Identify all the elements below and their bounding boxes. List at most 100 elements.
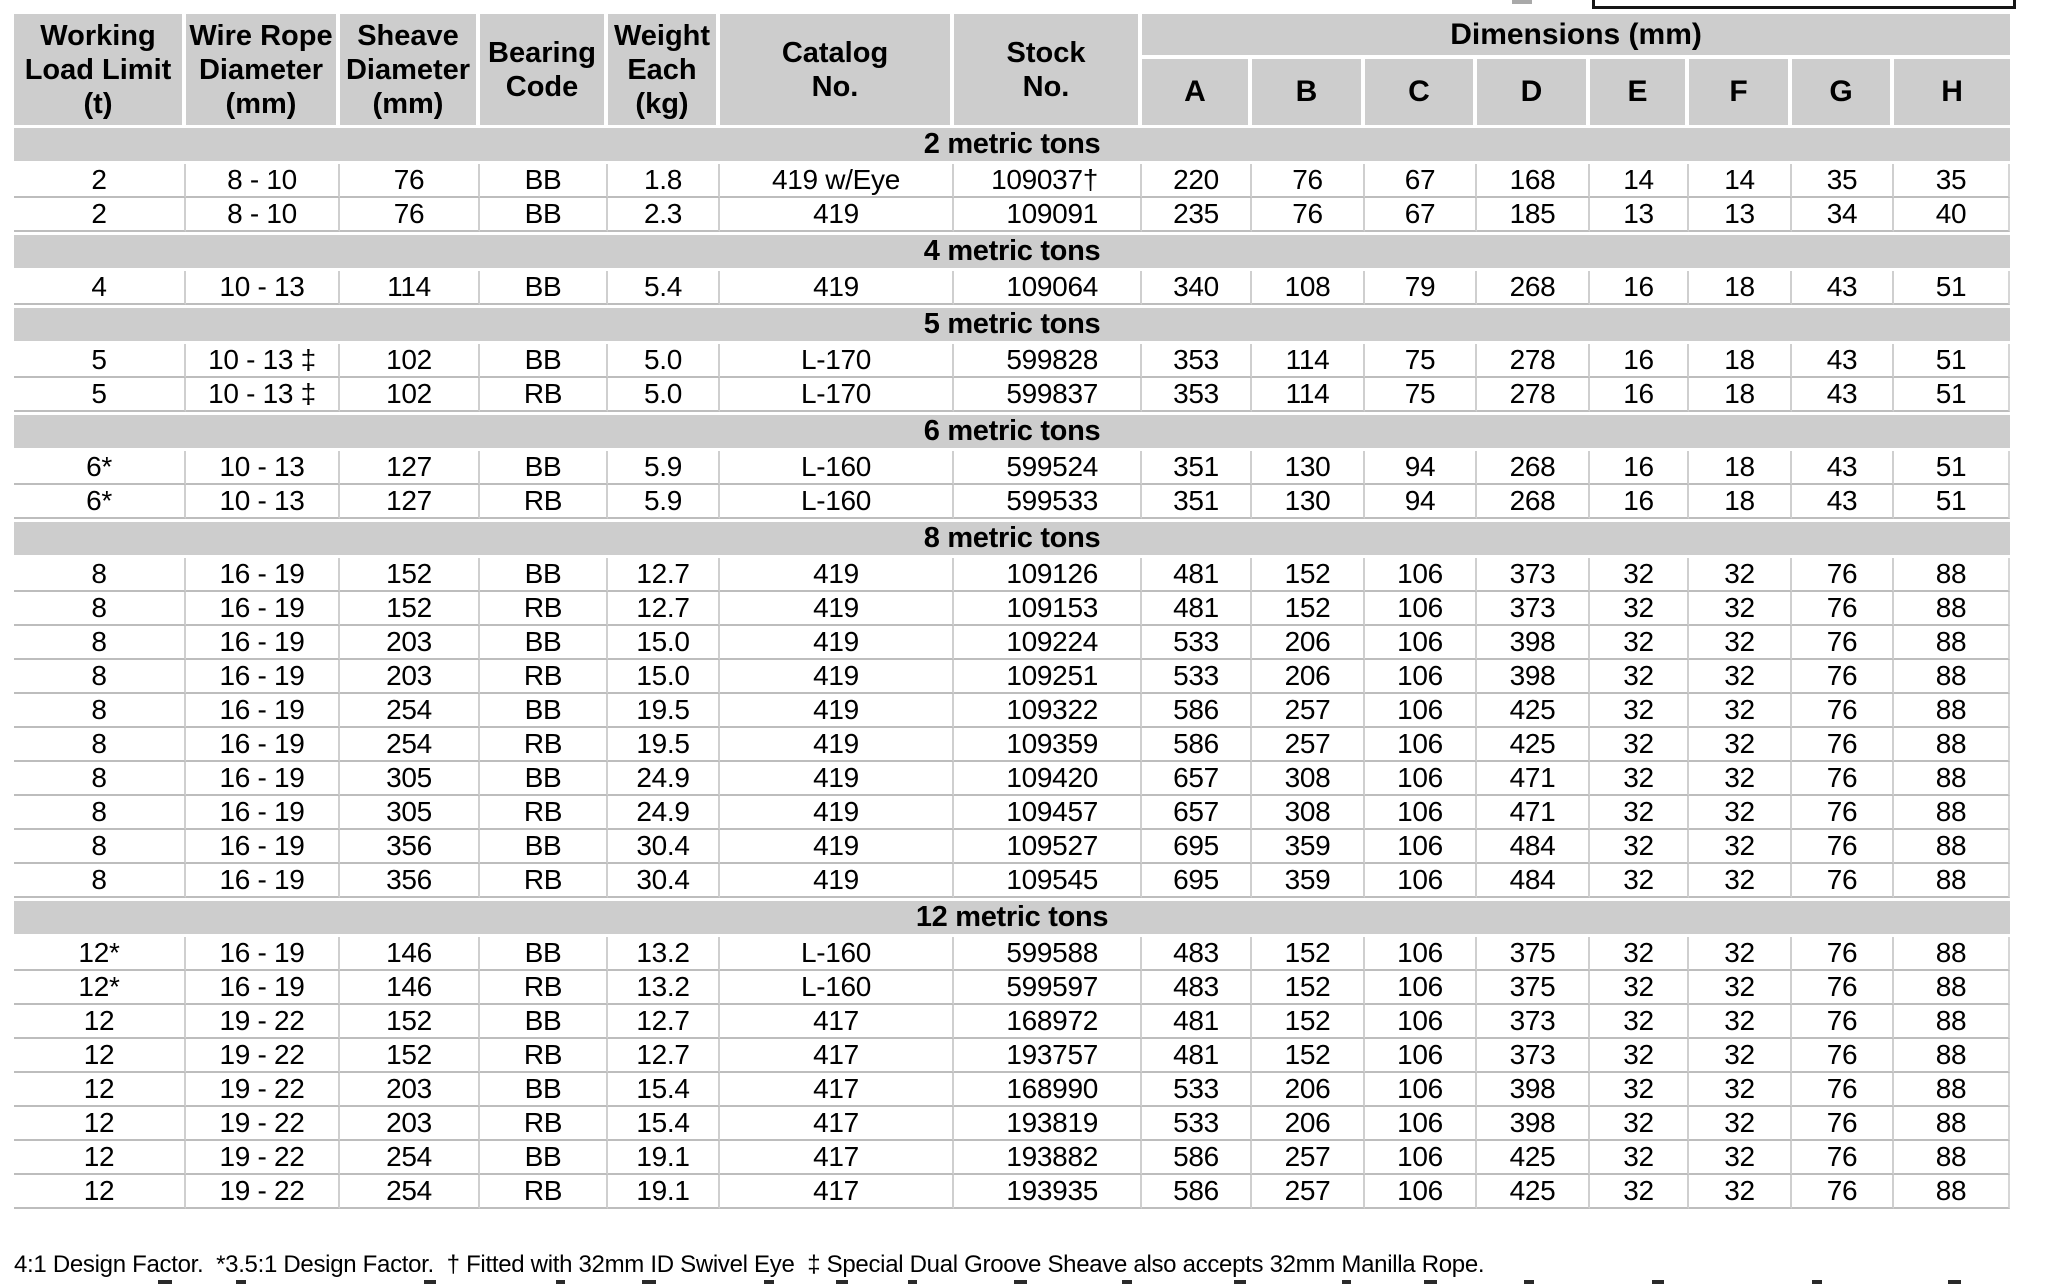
cell-sheave-diameter: 203: [340, 626, 480, 660]
cell-dim-a: 586: [1142, 1175, 1252, 1209]
cell-dim-a: 586: [1142, 728, 1252, 762]
cell-bearing-code: RB: [480, 1039, 608, 1073]
table-row: 12 19 - 22 254 BB 19.1 417 193882 586 257 106 425 3…: [14, 1141, 2011, 1175]
table-row: 8 16 - 19 356 BB 30.4 419 109527 695 359 106 484 32…: [14, 830, 2011, 864]
cell-dim-a: 353: [1142, 344, 1252, 378]
cell-dim-h: 40: [1894, 198, 2011, 232]
table-row: 6* 10 - 13 127 RB 5.9 L-160 599533 351 130 94 268 1…: [14, 485, 2011, 519]
cell-sheave-diameter: 146: [340, 937, 480, 971]
table-row: 8 16 - 19 152 BB 12.7 419 109126 481 152 106 373 32…: [14, 558, 2011, 592]
cell-dim-c: 79: [1365, 271, 1477, 305]
cell-catalog-no: 419: [720, 864, 954, 898]
cell-dim-h: 88: [1894, 592, 2011, 626]
cell-dim-f: 32: [1689, 796, 1792, 830]
cell-dim-d: 398: [1477, 660, 1590, 694]
cell-bearing-code: RB: [480, 485, 608, 519]
cell-dim-g: 76: [1792, 830, 1894, 864]
cell-dim-c: 75: [1365, 378, 1477, 412]
footnote: 4:1 Design Factor. *3.5:1 Design Factor.…: [14, 1251, 1485, 1278]
col-header-dimensions-group: Dimensions (mm): [1142, 14, 2011, 59]
cell-wire-rope-diameter: 16 - 19: [186, 937, 340, 971]
cell-dim-g: 76: [1792, 971, 1894, 1005]
cell-dim-c: 106: [1365, 830, 1477, 864]
cell-wll: 8: [14, 558, 186, 592]
cell-sheave-diameter: 102: [340, 344, 480, 378]
cell-catalog-no: L-160: [720, 485, 954, 519]
cell-dim-d: 168: [1477, 164, 1590, 198]
cell-dim-h: 88: [1894, 558, 2011, 592]
cell-dim-b: 257: [1252, 728, 1365, 762]
cell-dim-g: 76: [1792, 1073, 1894, 1107]
cell-dim-f: 18: [1689, 485, 1792, 519]
cell-wll: 8: [14, 694, 186, 728]
cell-dim-c: 106: [1365, 1141, 1477, 1175]
cell-dim-d: 425: [1477, 1141, 1590, 1175]
cell-weight-each: 15.4: [608, 1073, 720, 1107]
cell-dim-b: 257: [1252, 694, 1365, 728]
cell-sheave-diameter: 305: [340, 796, 480, 830]
table-row: 8 16 - 19 356 RB 30.4 419 109545 695 359 106 484 32…: [14, 864, 2011, 898]
cell-wll: 12: [14, 1039, 186, 1073]
cell-dim-g: 76: [1792, 728, 1894, 762]
cell-dim-g: 43: [1792, 271, 1894, 305]
cell-stock-no: 109457: [954, 796, 1142, 830]
cell-dim-d: 484: [1477, 830, 1590, 864]
section-row: 2 metric tons: [14, 125, 2011, 164]
cell-bearing-code: BB: [480, 558, 608, 592]
cell-catalog-no: 417: [720, 1005, 954, 1039]
cell-catalog-no: 417: [720, 1141, 954, 1175]
cell-bearing-code: BB: [480, 198, 608, 232]
cell-catalog-no: 417: [720, 1175, 954, 1209]
header-line: Catalog: [781, 36, 889, 69]
cell-bearing-code: BB: [480, 830, 608, 864]
cell-stock-no: 599533: [954, 485, 1142, 519]
cell-wire-rope-diameter: 19 - 22: [186, 1107, 340, 1141]
cell-dim-h: 51: [1894, 451, 2011, 485]
cell-dim-a: 657: [1142, 796, 1252, 830]
cell-wll: 12: [14, 1107, 186, 1141]
cropped-bottom-text-fragments: [0, 1278, 2048, 1286]
cell-dim-a: 235: [1142, 198, 1252, 232]
cell-dim-a: 586: [1142, 1141, 1252, 1175]
cell-wll: 12*: [14, 971, 186, 1005]
section-row: 12 metric tons: [14, 898, 2011, 937]
cell-dim-e: 32: [1590, 1107, 1689, 1141]
cell-bearing-code: RB: [480, 660, 608, 694]
cell-catalog-no: 419: [720, 796, 954, 830]
cell-wll: 4: [14, 271, 186, 305]
cell-dim-d: 268: [1477, 451, 1590, 485]
cell-catalog-no: L-170: [720, 378, 954, 412]
col-header-dim-h: H: [1894, 59, 2011, 125]
cell-bearing-code: BB: [480, 1141, 608, 1175]
cropped-toolbar-box: [1592, 0, 2016, 9]
cell-weight-each: 15.0: [608, 660, 720, 694]
cell-weight-each: 5.0: [608, 344, 720, 378]
cell-dim-h: 88: [1894, 1175, 2011, 1209]
cell-dim-f: 32: [1689, 1141, 1792, 1175]
cell-dim-b: 108: [1252, 271, 1365, 305]
col-header-dim-e: E: [1590, 59, 1689, 125]
col-header-working-load-limit: Working Load Limit (t): [14, 14, 186, 125]
cell-dim-c: 106: [1365, 1107, 1477, 1141]
cell-sheave-diameter: 114: [340, 271, 480, 305]
col-header-dim-a: A: [1142, 59, 1252, 125]
table-row: 8 16 - 19 254 RB 19.5 419 109359 586 257 106 425 32…: [14, 728, 2011, 762]
col-header-dim-d: D: [1477, 59, 1590, 125]
cell-dim-h: 51: [1894, 378, 2011, 412]
cell-dim-g: 43: [1792, 378, 1894, 412]
cell-dim-b: 152: [1252, 592, 1365, 626]
cell-dim-h: 51: [1894, 485, 2011, 519]
col-header-stock-no: Stock No.: [954, 14, 1142, 125]
cell-bearing-code: RB: [480, 796, 608, 830]
cell-dim-a: 351: [1142, 485, 1252, 519]
header-line: Weight: [613, 19, 711, 52]
cell-stock-no: 109251: [954, 660, 1142, 694]
cell-sheave-diameter: 203: [340, 1107, 480, 1141]
cell-stock-no: 109527: [954, 830, 1142, 864]
cell-wire-rope-diameter: 19 - 22: [186, 1039, 340, 1073]
cell-wll: 5: [14, 344, 186, 378]
cell-dim-f: 32: [1689, 937, 1792, 971]
cell-dim-d: 278: [1477, 344, 1590, 378]
cell-stock-no: 599588: [954, 937, 1142, 971]
cell-dim-b: 308: [1252, 796, 1365, 830]
